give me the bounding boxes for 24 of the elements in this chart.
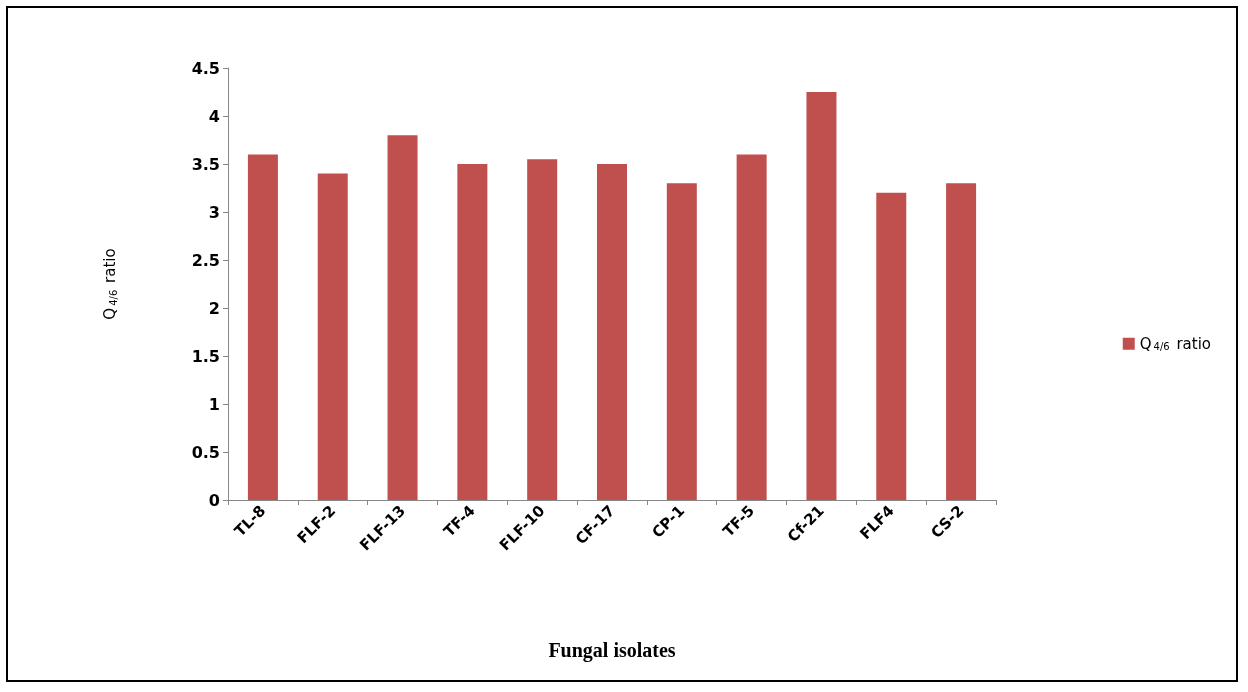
bar xyxy=(457,164,488,500)
y-tick-label: 0.5 xyxy=(191,442,220,462)
y-tick-label: 0 xyxy=(208,490,220,510)
y-tick-label: 2 xyxy=(208,298,220,318)
legend-label: Q4/6 ratio xyxy=(1139,334,1212,353)
bar xyxy=(597,164,627,500)
y-tick-label: 4.5 xyxy=(191,58,220,78)
bar xyxy=(247,154,278,500)
y-tick-label: 1.5 xyxy=(191,346,220,366)
bar xyxy=(876,192,907,500)
bar xyxy=(666,183,697,500)
bar xyxy=(806,92,837,500)
y-tick-label: 3.5 xyxy=(191,154,220,174)
y-tick-label: 3 xyxy=(208,202,220,222)
y-tick-label: 2.5 xyxy=(191,250,220,270)
bar xyxy=(946,183,977,500)
y-tick-label: 1 xyxy=(208,394,220,414)
bar xyxy=(736,154,767,500)
x-axis-title: Fungal isolates xyxy=(548,639,676,662)
y-tick-label: 4 xyxy=(208,106,220,126)
bar xyxy=(317,173,348,500)
y-axis-title: Q4/6 ratio xyxy=(101,248,119,320)
bar xyxy=(387,135,418,500)
bar xyxy=(527,159,558,500)
